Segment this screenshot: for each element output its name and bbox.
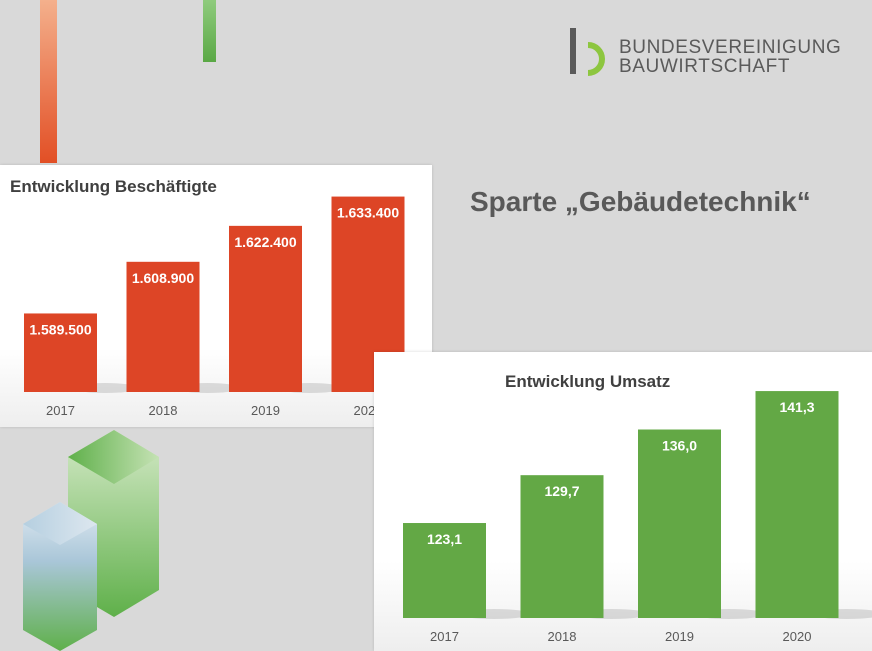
bar [126,261,200,392]
bar [755,391,839,618]
x-tick-label: 2017 [430,629,459,644]
data-label: 1.622.400 [234,234,296,250]
data-label: 1.589.500 [29,321,91,337]
logo-line-1: BUNDESVEREINIGUNG [619,37,842,58]
data-label: 1.633.400 [337,205,399,221]
bar [403,523,486,618]
chart-employees: Entwicklung Beschäftigte 1.589.500 2017 1.… [0,165,432,427]
x-tick-label: 2018 [149,403,178,418]
x-tick-label: 2017 [46,403,75,418]
decorative-green-bar [203,0,216,62]
data-label: 1.608.900 [132,270,194,286]
bar [229,225,302,392]
decorative-buildings-icon [23,430,159,651]
data-label: 141,3 [779,399,814,415]
logo-text: BUNDESVEREINIGUNG BAUWIRTSCHAFT [619,38,841,76]
x-tick-label: 2019 [665,629,694,644]
x-tick-label: 2020 [783,629,812,644]
slide-headline: Sparte „Gebäudetechnik“ [470,186,811,217]
data-label: 136,0 [662,438,697,454]
decorative-orange-bar [40,0,57,163]
logo-b-icon [570,28,605,76]
x-tick-label: 2018 [548,629,577,644]
chart-title: Entwicklung Umsatz [505,372,671,391]
bar [24,313,97,392]
logo: BUNDESVEREINIGUNG BAUWIRTSCHAFT [566,26,846,78]
chart-employees-plot: 1.589.500 2017 1.608.900 2018 1.622.400 2019 1… [24,196,432,418]
chart-title: Entwicklung Beschäftigte [10,177,217,196]
bar [638,429,721,618]
data-label: 129,7 [544,483,579,499]
data-label: 123,1 [427,531,462,547]
logo-line-2: BAUWIRTSCHAFT [619,56,791,77]
bar [520,475,604,618]
chart-revenue-plot: 123,1 2017 129,7 2018 136,0 2019 141,3 2020 [403,391,872,644]
chart-revenue: Entwicklung Umsatz 123,1 2017 129,7 2018 136… [374,352,872,651]
x-tick-label: 2019 [251,403,280,418]
